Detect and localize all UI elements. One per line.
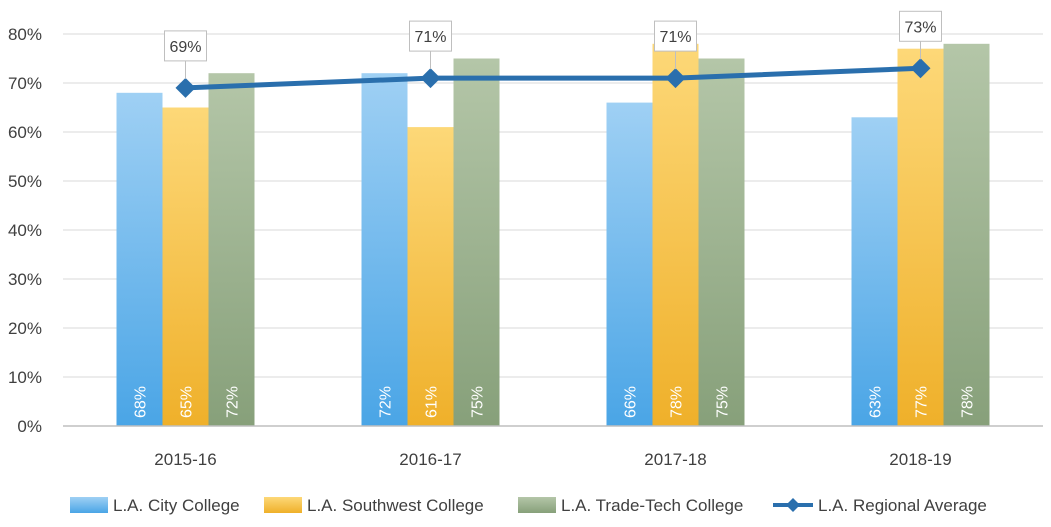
- average-line: 69% 71% 71% 73%: [164, 10, 942, 98]
- legend-item-tradetech: L.A. Trade-Tech College: [518, 496, 743, 515]
- legend-swatch-marker: [786, 498, 800, 512]
- legend-label: L.A. Southwest College: [307, 496, 484, 515]
- x-tick-label: 2015-16: [154, 450, 216, 469]
- average-marker: [910, 58, 931, 79]
- x-tick-label: 2018-19: [889, 450, 951, 469]
- legend: L.A. City College L.A. Southwest College L…: [70, 496, 987, 515]
- bar-data-label: 68%: [133, 386, 150, 418]
- bar-data-label: 65%: [179, 386, 196, 418]
- average-marker: [420, 68, 441, 89]
- bar-data-label: 61%: [424, 386, 441, 418]
- average-marker: [665, 68, 686, 89]
- bar-data-label: 75%: [715, 386, 732, 418]
- legend-label: L.A. City College: [113, 496, 240, 515]
- y-tick-label: 80%: [8, 25, 42, 44]
- bar-data-label: 63%: [868, 386, 885, 418]
- y-tick-label: 10%: [8, 368, 42, 387]
- bar-tradetech: [453, 58, 500, 426]
- bar-tradetech: [208, 73, 255, 426]
- bar-data-label: 66%: [623, 386, 640, 418]
- legend-item-southwest: L.A. Southwest College: [264, 496, 484, 515]
- average-callout: 69%: [164, 30, 207, 79]
- y-axis-ticks: 0% 10% 20% 30% 40% 50% 60% 70% 80%: [8, 25, 42, 436]
- average-series-line: [185, 65, 921, 91]
- x-tick-label: 2017-18: [644, 450, 706, 469]
- legend-item-average: L.A. Regional Average: [773, 496, 987, 515]
- y-tick-label: 60%: [8, 123, 42, 142]
- x-axis-ticks: 2015-16 2016-17 2017-18 2018-19: [154, 450, 951, 469]
- bar-data-label: 78%: [669, 386, 686, 418]
- bar-data-label: 77%: [914, 386, 931, 418]
- bar-city: [116, 92, 163, 427]
- bar-southwest: [407, 127, 454, 426]
- average-data-label: 73%: [904, 19, 936, 36]
- average-data-label: 69%: [169, 39, 201, 56]
- legend-label: L.A. Regional Average: [818, 496, 987, 515]
- y-tick-label: 70%: [8, 74, 42, 93]
- bar-data-label: 78%: [960, 386, 977, 418]
- bar-southwest: [897, 48, 944, 426]
- bar-city: [606, 102, 653, 426]
- average-data-label: 71%: [659, 29, 691, 46]
- bar-data-label: 75%: [470, 386, 487, 418]
- y-tick-label: 20%: [8, 319, 42, 338]
- callout-box: [164, 30, 207, 62]
- y-tick-label: 40%: [8, 221, 42, 240]
- legend-swatch: [264, 497, 302, 513]
- bar-tradetech: [943, 43, 990, 427]
- y-tick-label: 30%: [8, 270, 42, 289]
- average-callout: 71%: [654, 20, 697, 70]
- y-tick-label: 50%: [8, 172, 42, 191]
- bar-data-label: 72%: [378, 386, 395, 418]
- average-marker: [175, 77, 196, 98]
- legend-label: L.A. Trade-Tech College: [561, 496, 743, 515]
- callout-box: [654, 20, 697, 52]
- x-tick-label: 2016-17: [399, 450, 461, 469]
- legend-swatch: [70, 497, 108, 513]
- callout-box: [409, 20, 452, 52]
- legend-swatch: [518, 497, 556, 513]
- bar-southwest: [652, 43, 699, 427]
- average-callout: 71%: [409, 20, 452, 70]
- bar-city: [361, 73, 408, 426]
- y-tick-label: 0%: [17, 417, 42, 436]
- bar-data-label: 72%: [225, 386, 242, 418]
- average-callout: 73%: [899, 10, 942, 60]
- bar-southwest: [162, 107, 209, 426]
- bar-tradetech: [698, 58, 745, 426]
- legend-item-city: L.A. City College: [70, 496, 240, 515]
- average-data-label: 71%: [414, 29, 446, 46]
- bar-city: [851, 117, 898, 427]
- bars: 68% 72% 66% 63% 65% 61% 78% 77% 72% 75% 75% 78%: [116, 43, 990, 427]
